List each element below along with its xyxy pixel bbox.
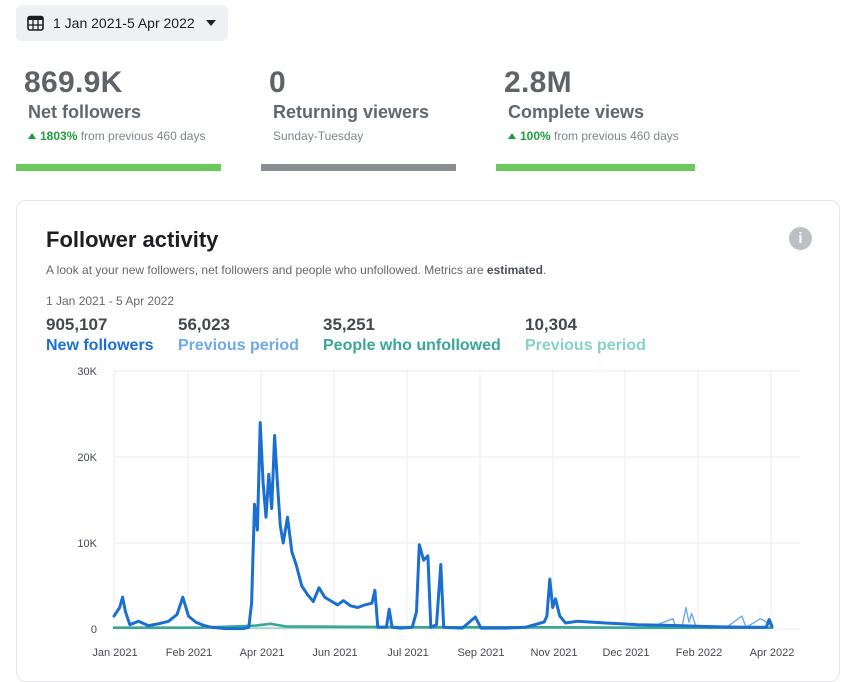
stat-number: 905,107 [46,315,154,335]
x-tick-label: Dec 2021 [602,647,649,659]
metric-value: 2.8M [504,66,679,100]
metric-subtitle: Sunday-Tuesday [269,129,429,143]
stat-number: 56,023 [178,315,299,335]
x-tick-label: Jan 2021 [92,647,137,659]
up-arrow-icon [508,133,516,139]
change-text: from previous 460 days [81,129,206,143]
date-range-button[interactable]: 1 Jan 2021-5 Apr 2022 [16,5,228,41]
metric-value: 0 [269,66,429,100]
stat-number: 10,304 [525,315,646,335]
follower-activity-chart: 30K 20K 10K 0 Jan 2021 Feb 2021 Apr 2021 Jun 20… [0,360,852,668]
stat-previous-period-followers[interactable]: 56,023 Previous period [178,315,299,355]
description-bold: estimated [487,263,543,277]
stat-new-followers[interactable]: 905,107 New followers [46,315,154,355]
stat-label: Previous period [178,337,299,355]
card-description: A look at your new followers, net follow… [46,263,546,277]
x-tick-label: Apr 2021 [240,647,285,659]
metric-bar-complete-views [496,164,695,171]
metric-bar-returning-viewers [261,164,456,171]
metric-value: 869.9K [24,66,205,100]
metric-bar-net-followers [16,164,221,171]
up-arrow-icon [28,133,36,139]
y-tick-label: 20K [77,452,97,464]
metric-returning-viewers: 0 Returning viewers Sunday-Tuesday [269,66,429,143]
x-tick-label: Apr 2022 [750,647,795,659]
stat-label: People who unfollowed [323,337,501,355]
y-tick-label: 10K [77,538,97,550]
description-text: A look at your new followers, net follow… [46,263,487,277]
metric-label: Net followers [24,102,205,123]
card-title: Follower activity [46,227,218,253]
series-line-0 [114,423,772,629]
date-range-label: 1 Jan 2021-5 Apr 2022 [53,15,195,31]
metric-complete-views: 2.8M Complete views 100% from previous 4… [504,66,679,143]
metric-label: Returning viewers [269,102,429,123]
metric-change: 1803% from previous 460 days [24,129,205,143]
metric-net-followers: 869.9K Net followers 1803% from previous… [24,66,205,143]
description-suffix: . [543,263,546,277]
stat-label: Previous period [525,337,646,355]
stat-previous-period-unfollowed[interactable]: 10,304 Previous period [525,315,646,355]
change-percent: 100% [520,129,551,143]
x-tick-label: Jul 2021 [387,647,429,659]
x-tick-label: Nov 2021 [530,647,577,659]
x-tick-label: Feb 2021 [166,647,212,659]
x-tick-label: Jun 2021 [312,647,357,659]
y-tick-label: 30K [77,366,97,378]
card-date-range: 1 Jan 2021 - 5 Apr 2022 [46,294,174,308]
change-percent: 1803% [40,129,77,143]
caret-down-icon [205,19,217,27]
y-tick-label: 0 [91,624,97,636]
info-icon[interactable]: i [789,227,812,250]
calendar-icon [27,15,44,31]
x-tick-label: Sep 2021 [457,647,504,659]
stat-label: New followers [46,337,154,355]
stat-number: 35,251 [323,315,501,335]
x-tick-label: Feb 2022 [676,647,722,659]
stat-people-unfollowed[interactable]: 35,251 People who unfollowed [323,315,501,355]
change-text: from previous 460 days [554,129,679,143]
metric-change: 100% from previous 460 days [504,129,679,143]
metric-label: Complete views [504,102,679,123]
